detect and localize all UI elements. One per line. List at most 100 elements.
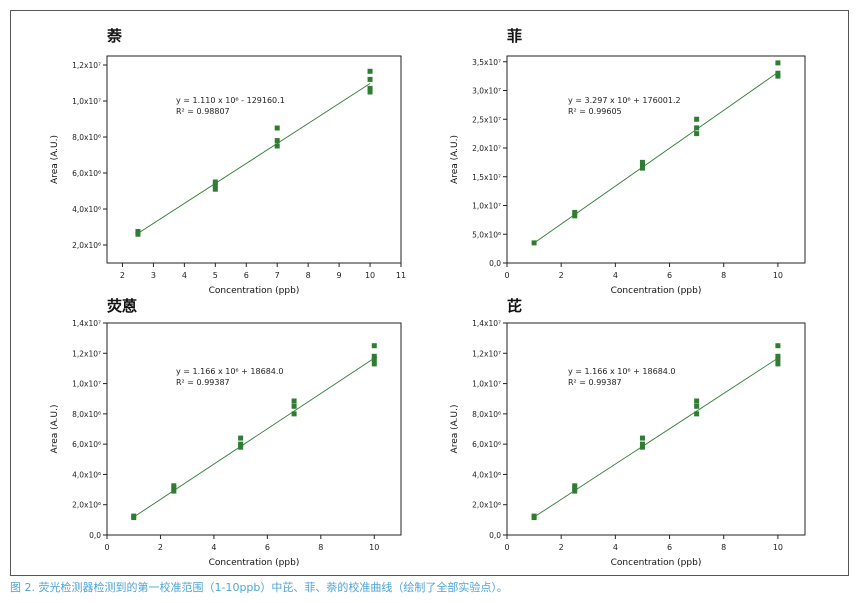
- chart-3-y-tick-label: 2,0x10⁶: [72, 501, 101, 510]
- chart-2-data-point: [694, 131, 700, 137]
- chart-2-x-tick-label: 4: [613, 271, 618, 280]
- chart-1-data-point: [367, 76, 373, 82]
- chart-3-y-tick-label: 1,2x10⁷: [72, 349, 101, 358]
- chart-2-x-tick-label: 8: [721, 271, 726, 280]
- chart-3-data-point: [238, 444, 244, 450]
- chart-4-x-tick-label: 4: [613, 543, 618, 552]
- chart-3-data-point: [171, 483, 177, 489]
- chart-3-x-tick-label: 2: [158, 543, 163, 552]
- chart-2-x-tick-label: 2: [559, 271, 564, 280]
- chart-4-equation: y = 1.166 x 10⁶ + 18684.0: [568, 367, 676, 376]
- chart-1-x-tick-label: 7: [275, 271, 280, 280]
- chart-4-data-point: [572, 488, 578, 494]
- chart-4-data-point: [694, 398, 700, 404]
- chart-2-x-tick-label: 0: [504, 271, 509, 280]
- chart-1-data-point: [367, 85, 373, 91]
- chart-4-y-tick-label: 4,0x10⁶: [472, 470, 501, 479]
- chart-1-y-tick-label: 1,0x10⁷: [72, 97, 101, 106]
- chart-2-data-point: [572, 209, 578, 215]
- chart-1-equation: y = 1.110 x 10⁶ - 129160.1: [176, 96, 285, 105]
- chart-4-y-tick-label: 1,2x10⁷: [472, 349, 501, 358]
- chart-4-y-tick-label: 1,0x10⁷: [472, 380, 501, 389]
- chart-2-data-point: [639, 159, 645, 165]
- chart-2-r-squared: R² = 0.99605: [568, 107, 622, 116]
- chart-3-y-tick-label: 4,0x10⁶: [72, 470, 101, 479]
- chart-1-x-tick-label: 9: [337, 271, 342, 280]
- chart-3-x-tick-label: 8: [318, 543, 323, 552]
- chart-4-x-axis-label: Concentration (ppb): [611, 558, 702, 568]
- chart-2-x-tick-label: 10: [773, 271, 783, 280]
- figure-caption: 图 2. 荧光检测器检测到的第一校准范围（1-10ppb）中芘、菲、萘的校准曲线…: [10, 581, 508, 594]
- chart-2-x-axis-label: Concentration (ppb): [611, 286, 702, 296]
- chart-1-x-tick-label: 6: [244, 271, 249, 280]
- chart-1-data-point: [135, 229, 141, 234]
- chart-4-x-tick-label: 6: [667, 543, 672, 552]
- chart-1-x-tick-label: 10: [365, 271, 375, 280]
- chart-4-y-tick-label: 0,0: [489, 531, 501, 540]
- chart-1-data-point: [274, 125, 280, 131]
- chart-4-x-tick-label: 8: [721, 543, 726, 552]
- chart-1-x-tick-label: 11: [396, 271, 406, 280]
- chart-2-data-point: [572, 213, 578, 219]
- chart-2-title: 菲: [507, 27, 522, 45]
- chart-1-data-point: [274, 143, 280, 149]
- chart-2-y-axis-label: Area (A.U.): [450, 135, 460, 184]
- chart-4-data-point: [639, 441, 645, 447]
- chart-3-data-point: [291, 411, 297, 417]
- chart-1-y-axis-label: Area (A.U.): [50, 135, 60, 184]
- chart-2-y-tick-label: 3,0x10⁷: [472, 87, 501, 96]
- chart-1-y-tick-label: 1,2x10⁷: [72, 61, 101, 70]
- chart-1-data-point: [367, 68, 373, 74]
- chart-4-x-tick-label: 10: [773, 543, 783, 552]
- chart-4-data-point: [639, 435, 645, 441]
- chart-3-y-tick-label: 1,0x10⁷: [72, 380, 101, 389]
- chart-1-x-tick-label: 8: [306, 271, 311, 280]
- chart-2-y-tick-label: 0,0: [489, 259, 501, 268]
- chart-1-x-tick-label: 5: [213, 271, 218, 280]
- chart-2-data-point: [775, 70, 781, 76]
- chart-1-x-axis-label: Concentration (ppb): [209, 286, 300, 296]
- chart-2-data-point: [694, 125, 700, 131]
- chart-3-r-squared: R² = 0.99387: [176, 378, 230, 387]
- chart-2-y-tick-label: 2,5x10⁷: [472, 115, 501, 124]
- chart-4-data-point: [775, 356, 781, 362]
- chart-2-data-point: [694, 116, 700, 122]
- chart-4-y-axis-label: Area (A.U.): [450, 405, 460, 454]
- chart-3-fit-line: [133, 357, 375, 518]
- figure-frame: 萘 2 3 4 5 6 7 8 9 10 11 2,0x10⁶ 4,0x10⁶ 6,0x10⁶ 8,0x10…: [10, 10, 849, 576]
- chart-1-r-squared: R² = 0.98807: [176, 107, 230, 116]
- chart-2-data-point: [775, 73, 781, 79]
- chart-3-x-tick-label: 4: [211, 543, 216, 552]
- chart-3-data-point: [371, 356, 377, 362]
- chart-1-x-tick-label: 3: [151, 271, 156, 280]
- chart-1-y-tick-label: 6,0x10⁶: [72, 169, 101, 178]
- chart-2-x-tick-label: 6: [667, 271, 672, 280]
- chart-3-plot-frame: [106, 322, 402, 536]
- chart-1-data-point: [212, 179, 218, 185]
- chart-2-y-tick-label: 1,0x10⁷: [472, 202, 501, 211]
- chart-2-y-tick-label: 2,0x10⁷: [472, 144, 501, 153]
- chart-3-data-point: [131, 513, 137, 519]
- chart-4-data-point: [775, 343, 781, 349]
- chart-3-data-point: [371, 361, 377, 367]
- chart-3-data-point: [291, 403, 297, 409]
- chart-4-data-point: [572, 483, 578, 489]
- chart-4-x-tick-label: 0: [504, 543, 509, 552]
- chart-3-equation: y = 1.166 x 10⁶ + 18684.0: [176, 367, 284, 376]
- chart-4-data-point: [694, 411, 700, 417]
- chart-3-y-tick-label: 1,4x10⁷: [72, 319, 101, 328]
- chart-1-plot-frame: [106, 55, 402, 264]
- chart-3-x-axis-label: Concentration (ppb): [209, 558, 300, 568]
- chart-2-plot-frame: [506, 55, 806, 264]
- chart-2-y-tick-label: 5,0x10⁶: [472, 230, 501, 239]
- chart-4-r-squared: R² = 0.99387: [568, 378, 622, 387]
- chart-2-data-point: [531, 240, 537, 246]
- chart-3-data-point: [171, 488, 177, 494]
- chart-2-y-tick-label: 3,5x10⁷: [472, 58, 501, 67]
- chart-4-y-tick-label: 8,0x10⁶: [472, 410, 501, 419]
- chart-4-data-point: [531, 513, 537, 519]
- chart-1-x-tick-label: 2: [120, 271, 125, 280]
- chart-1-title: 萘: [106, 27, 123, 45]
- chart-1-fit-line: [137, 83, 371, 234]
- chart-2-equation: y = 3.297 x 10⁶ + 176001.2: [568, 96, 681, 105]
